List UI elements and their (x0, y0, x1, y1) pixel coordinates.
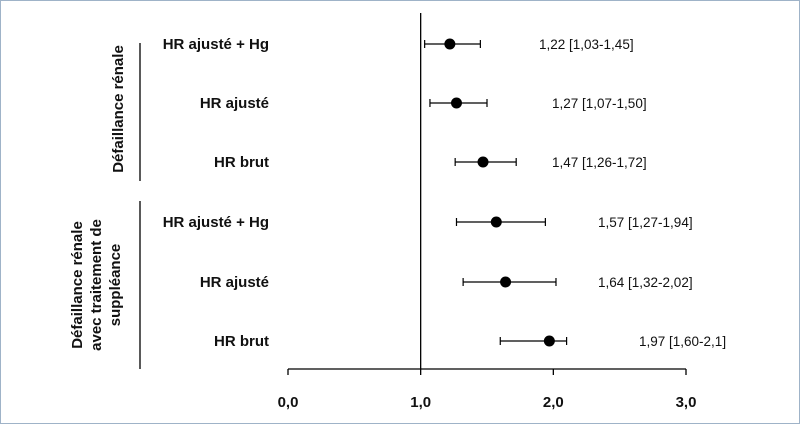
row-label: HR ajusté + Hg (163, 36, 269, 53)
hr-point (490, 216, 502, 228)
hr-point (543, 335, 555, 347)
hr-value-label: 1,64 [1,32-2,02] (598, 275, 693, 290)
hr-point (477, 156, 489, 168)
row-label: HR brut (214, 333, 269, 350)
group-label-line: avec traitement de (88, 219, 105, 351)
hr-point (450, 97, 462, 109)
hr-value-label: 1,47 [1,26-1,72] (552, 155, 647, 170)
row-label: HR ajusté + Hg (163, 214, 269, 231)
hr-value-label: 1,27 [1,07-1,50] (552, 96, 647, 111)
x-tick-label: 2,0 (543, 394, 564, 411)
row-label: HR brut (214, 154, 269, 171)
hr-point (444, 38, 456, 50)
hr-value-label: 1,22 [1,03-1,45] (539, 37, 634, 52)
x-tick-label: 0,0 (278, 394, 299, 411)
hr-value-label: 1,57 [1,27-1,94] (598, 215, 693, 230)
group-label-line: Défaillance rénale (69, 221, 86, 349)
row-label: HR ajusté (200, 274, 269, 291)
x-tick-label: 1,0 (410, 394, 431, 411)
hr-value-label: 1,97 [1,60-2,1] (639, 334, 726, 349)
x-tick-label: 3,0 (676, 394, 697, 411)
row-label: HR ajusté (200, 95, 269, 112)
group-label-line: suppléance (107, 244, 124, 327)
hr-point (500, 276, 512, 288)
group-label: Défaillance rénale (110, 45, 127, 173)
